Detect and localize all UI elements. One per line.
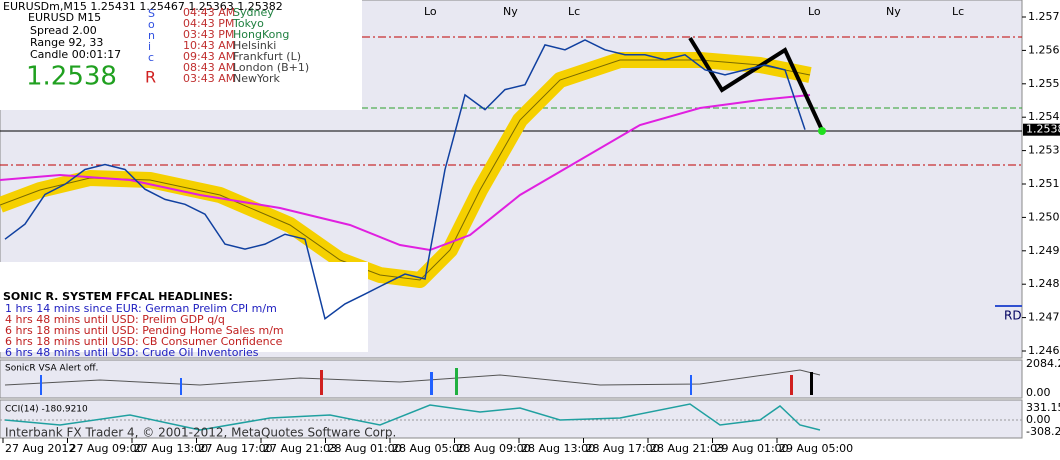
price-label: 1.25195 — [1028, 177, 1060, 190]
spread: Spread 2.00 — [30, 24, 97, 37]
range: Range 92, 33 — [30, 36, 103, 49]
close-line — [4, 39, 806, 321]
vsa-tick: 2084.25 — [1026, 357, 1060, 370]
time-label: 29 Aug 05:00 — [779, 442, 853, 455]
headline: 1 hrs 14 mins since EUR: German Prelim C… — [5, 302, 277, 315]
cci-line — [4, 403, 821, 431]
headlines-box — [0, 262, 368, 352]
footer: Interbank FX Trader 4, © 2001-2012, Meta… — [5, 426, 396, 440]
price-label: 1.24850 — [1028, 277, 1060, 290]
rd-label: RD — [1004, 309, 1022, 323]
price-label: 1.25540 — [1028, 77, 1060, 90]
sonic-letter: c — [148, 51, 154, 64]
current-price-box — [1023, 123, 1060, 136]
price-label: 1.24965 — [1028, 244, 1060, 257]
clock-time: 08:43 AM — [183, 61, 235, 74]
time-label: 28 Aug 13:00 — [521, 442, 595, 455]
sonic-letter: S — [148, 7, 155, 20]
time-label: 28 Aug 05:00 — [392, 442, 466, 455]
session-label: Lc — [568, 5, 580, 18]
session-label: Ny — [503, 5, 518, 18]
clock-city: Sydney — [233, 6, 274, 19]
clock-city: HongKong — [233, 28, 289, 41]
cci-panel — [0, 399, 1023, 439]
time-label: 27 Aug 13:00 — [134, 442, 208, 455]
time-label: 28 Aug 17:00 — [586, 442, 660, 455]
clock-time: 10:43 AM — [183, 39, 235, 52]
r-letter: R — [145, 68, 156, 87]
headline: 4 hrs 48 mins until USD: Prelim GDP q/q — [5, 313, 225, 326]
clock-time: 03:43 PM — [183, 28, 234, 41]
cci-tick: -308.20 — [1026, 425, 1060, 438]
clock-city: Helsinki — [233, 39, 276, 52]
clock-time: 09:43 AM — [183, 50, 235, 63]
zigzag — [688, 36, 824, 131]
current-price-label: 1.25382 — [1026, 123, 1060, 136]
session-label: Ny — [886, 5, 901, 18]
clock-city: Tokyo — [232, 17, 264, 30]
vsa-tick: 0.00 — [1026, 386, 1051, 399]
session-label: Lo — [424, 5, 437, 18]
time-label: 27 Aug 09:00 — [70, 442, 144, 455]
headline: 6 hrs 48 mins until USD: Crude Oil Inven… — [5, 346, 259, 359]
info-box — [0, 0, 362, 110]
vsa-panel — [0, 359, 1023, 399]
headline: 6 hrs 18 mins until USD: CB Consumer Con… — [5, 335, 283, 348]
price-label: 1.24620 — [1028, 344, 1060, 357]
vsa-bars — [40, 368, 813, 395]
price-label: 1.24735 — [1028, 311, 1060, 324]
price-label: 1.25655 — [1028, 43, 1060, 56]
vsa-bar — [430, 372, 433, 395]
clock-city: Frankfurt (L) — [233, 50, 301, 63]
price-label: 1.25770 — [1028, 10, 1060, 23]
session-label: Lo — [808, 5, 821, 18]
candle-timer: Candle 00:01:17 — [30, 48, 121, 61]
sonic-letter: i — [148, 40, 151, 53]
clock-time: 04:43 PM — [183, 17, 234, 30]
vsa-bar — [40, 375, 42, 395]
cci-tick: 0.00 — [1026, 413, 1051, 426]
price-label: 1.25425 — [1028, 110, 1060, 123]
vsa-average — [4, 369, 821, 386]
sonic-letter: n — [148, 29, 155, 42]
headline: 6 hrs 18 mins until USD: Pending Home Sa… — [5, 324, 284, 337]
time-label: 29 Aug 01:00 — [715, 442, 789, 455]
vsa-bar — [690, 375, 692, 395]
session-label: Lc — [952, 5, 964, 18]
info-title: EURUSD M15 — [28, 11, 101, 24]
vsa-bar — [320, 370, 323, 395]
bid-price: 1.2538 — [26, 62, 117, 92]
vsa-bar — [810, 372, 813, 395]
sonic-letter: o — [148, 18, 155, 31]
price-label: 1.25080 — [1028, 210, 1060, 223]
price-marker — [818, 127, 826, 135]
symbol-line: EURUSDm,M15 1.25431 1.25467 1.25363 1.25… — [3, 0, 283, 13]
cci-label: CCI(14) -180.9210 — [5, 405, 88, 415]
vsa-bar — [455, 368, 458, 395]
time-label: 27 Aug 2012 — [5, 442, 75, 455]
time-label: 28 Aug 01:00 — [328, 442, 402, 455]
time-label: 27 Aug 21:03 — [263, 442, 337, 455]
vsa-bar — [180, 378, 182, 395]
time-label: 27 Aug 17:00 — [199, 442, 273, 455]
time-label: 28 Aug 09:00 — [457, 442, 531, 455]
clock-time: 03:43 AM — [183, 72, 235, 85]
vsa-bar — [790, 375, 793, 395]
clock-city: NewYork — [233, 72, 281, 85]
price-label: 1.25310 — [1028, 144, 1060, 157]
cci-tick: 331.15 — [1026, 401, 1060, 414]
time-label: 28 Aug 21:03 — [650, 442, 724, 455]
clock-time: 04:43 AM — [183, 6, 235, 19]
clock-city: London (B+1) — [233, 61, 309, 74]
vsa-label: SonicR VSA Alert off. — [5, 364, 98, 374]
headlines-title: SONIC R. SYSTEM FFCAL HEADLINES: — [3, 290, 233, 303]
